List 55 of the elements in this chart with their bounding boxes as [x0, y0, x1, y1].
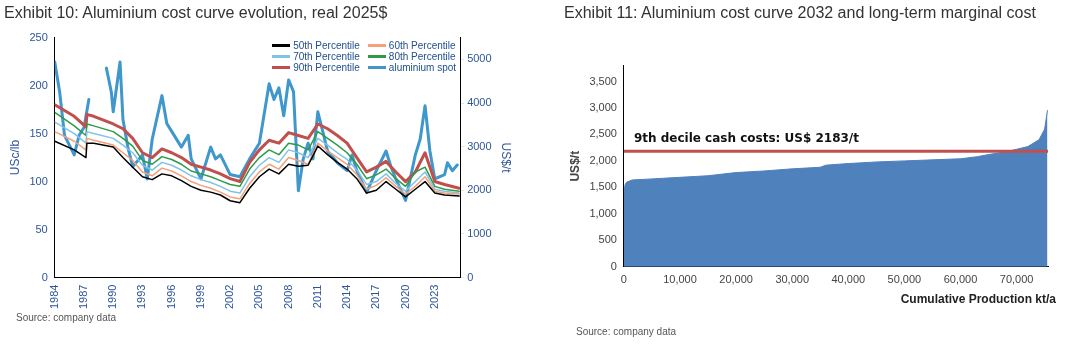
x-tick-label: 20,000 — [719, 273, 753, 286]
x-axis-title: Cumulative Production kt/a — [900, 292, 1056, 306]
x-tick-label: 10,000 — [663, 273, 697, 286]
y-tick-label: 1,500 — [589, 180, 617, 193]
y-tick-label: 250 — [29, 30, 48, 43]
x-tick-label: 2011 — [310, 284, 323, 309]
y-tick-label: 100 — [29, 174, 48, 187]
y2-axis-title: US$/t — [499, 142, 514, 174]
source-note: Source: company data — [576, 326, 677, 337]
ref-line-label: 9th decile cash costs: US$ 2183/t — [633, 131, 860, 146]
y-tick-label: 50 — [35, 222, 48, 235]
y2-tick-label: 5000 — [467, 52, 492, 65]
y2-tick-label: 2000 — [467, 183, 492, 196]
x-tick-label: 1999 — [193, 284, 206, 310]
y-tick-label: 2,000 — [589, 153, 617, 166]
y-tick-label: 3,500 — [589, 74, 617, 87]
legend-label: 60th Percentile — [387, 39, 457, 51]
legend-label: 90th Percentile — [292, 61, 360, 73]
x-tick-label: 30,000 — [775, 273, 810, 286]
x-tick-label: 1990 — [106, 284, 119, 310]
x-tick-label: 2005 — [252, 284, 265, 310]
x-tick-label: 70,000 — [999, 273, 1034, 286]
y2-tick-label: 3000 — [467, 139, 492, 152]
x-tick-label: 1993 — [135, 284, 148, 310]
legend-label: aluminium spot — [387, 61, 457, 73]
x-tick-label: 40,000 — [831, 273, 866, 286]
x-tick-label: 2020 — [398, 284, 411, 310]
x-tick-label: 50,000 — [887, 273, 922, 286]
y-tick-label: 150 — [29, 126, 48, 139]
y2-tick-label: 1000 — [467, 226, 492, 239]
y-axis-title: USc/lb — [7, 139, 22, 176]
y-axis-title: US$/t — [567, 150, 582, 182]
legend-label: 50th Percentile — [292, 39, 360, 51]
y-tick-label: 500 — [598, 233, 617, 246]
chart-title: Exhibit 10: Aluminium cost curve evolution, real 2025$ — [3, 3, 389, 23]
y-tick-label: 2,500 — [589, 127, 617, 140]
x-tick-label: 60,000 — [943, 273, 978, 286]
source-note: Source: company data — [16, 312, 117, 323]
x-tick-label: 2002 — [223, 284, 236, 310]
chart-title: Exhibit 11: Aluminium cost curve 2032 and long-term marginal cost — [563, 3, 1037, 23]
x-tick-label: 2023 — [427, 284, 440, 310]
x-tick-label: 1987 — [77, 284, 90, 310]
legend-label: 80th Percentile — [387, 50, 457, 62]
y-tick-label: 0 — [610, 259, 617, 272]
x-tick-label: 0 — [620, 273, 627, 286]
x-tick-label: 2017 — [369, 284, 382, 310]
y-tick-label: 1,000 — [589, 206, 617, 219]
x-tick-label: 1996 — [164, 284, 177, 310]
x-tick-label: 1984 — [47, 284, 60, 310]
x-tick-label: 2014 — [340, 284, 353, 310]
legend-label: 70th Percentile — [292, 50, 360, 62]
x-tick-label: 2008 — [281, 284, 294, 310]
y2-tick-label: 4000 — [467, 96, 492, 109]
y-tick-label: 200 — [29, 78, 48, 91]
y-tick-label: 3,000 — [589, 100, 617, 113]
